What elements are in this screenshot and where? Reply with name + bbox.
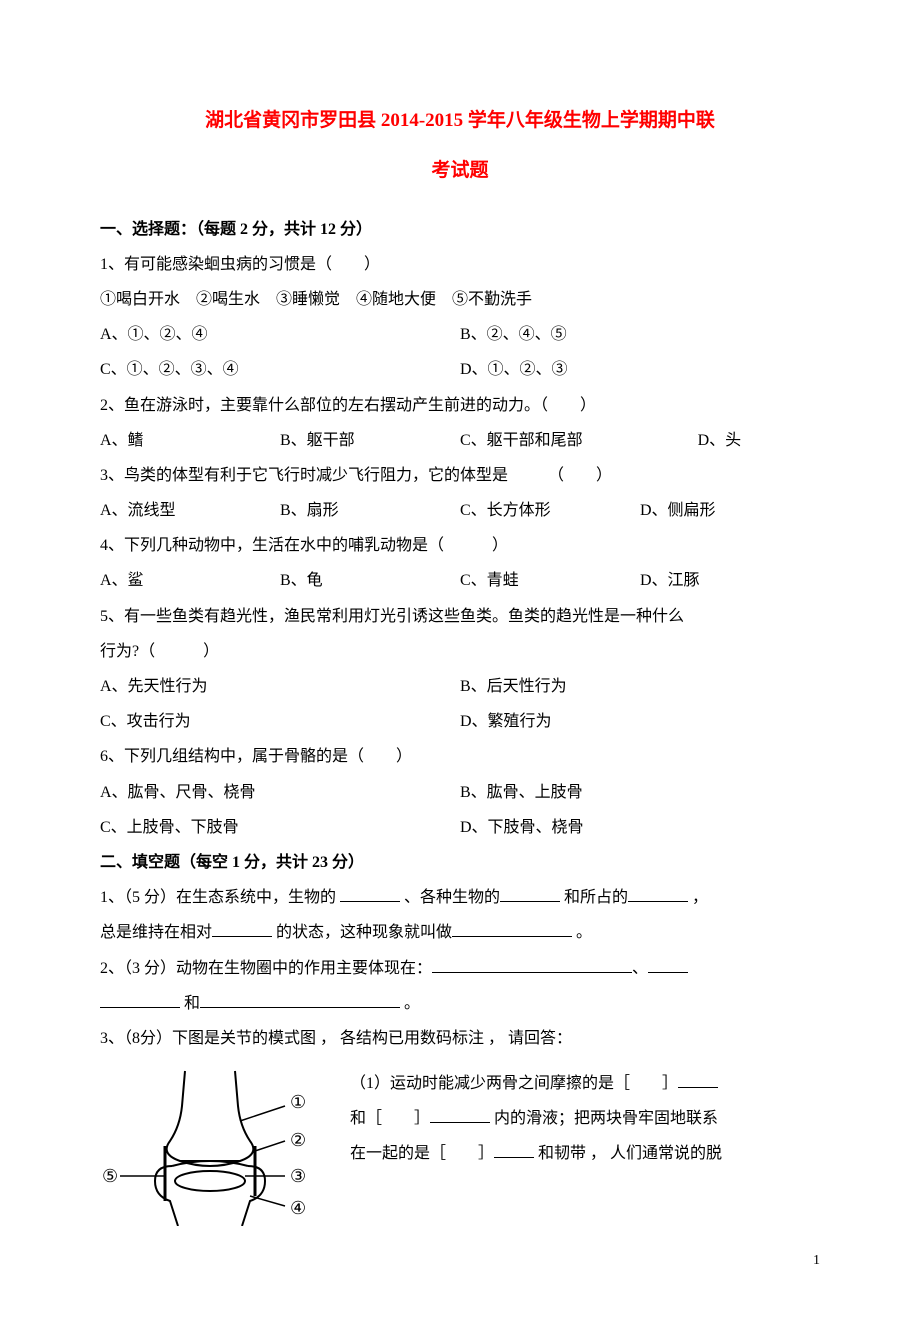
page-number: 1 [100,1246,820,1277]
q1-stem: 1、有可能感染蛔虫病的习惯是（ ） [100,247,820,282]
fq3-stem: 3、（8分）下图是关节的模式图 ， 各结构已用数码标注 ， 请回答： [100,1021,820,1056]
blank [500,883,560,902]
q5-option-c: C、攻击行为 [100,704,460,739]
section1-header: 一、选择题：（每题 2 分，共计 12 分） [100,212,820,247]
question-1: 1、有可能感染蛔虫病的习惯是（ ） ①喝白开水 ②喝生水 ③睡懒觉 ④随地大便 … [100,247,820,388]
fq2-text-c: 和 [180,995,200,1012]
q5-stem: 5、有一些鱼类有趋光性，渔民常利用灯光引诱这些鱼类。鱼类的趋光性是一种什么 [100,599,820,634]
fq3-answer-text: （1）运动时能减少两骨之间摩擦的是［ ］ 和［ ］ 内的滑液；把两块骨牢固地联系… [340,1066,820,1172]
blank [200,989,400,1008]
question-5: 5、有一些鱼类有趋光性，渔民常利用灯光引诱这些鱼类。鱼类的趋光性是一种什么 行为… [100,599,820,740]
blank [678,1069,718,1088]
label-5: ⑤ [102,1166,118,1186]
q6-option-c: C、上肢骨、下肢骨 [100,810,460,845]
question-6: 6、下列几组结构中，属于骨骼的是（ ） A、肱骨、尺骨、桡骨 B、肱骨、上肢骨 … [100,739,820,845]
fq3-p1d: 在一起的是［ ］ [350,1145,494,1162]
q1-option-c: C、①、②、③、④ [100,352,460,387]
q3-option-d: D、侧扁形 [640,493,820,528]
fq1-text-a: 1、（5 分）在生态系统中，生物的 [100,889,340,906]
q2-option-c: C、躯干部和尾部 [460,423,698,458]
fill-question-1: 1、（5 分）在生态系统中，生物的 、各种生物的 和所占的 ， 总是维持在相对 … [100,880,820,950]
fill-question-2: 2、（3 分）动物在生物圈中的作用主要体现在： 、 和 。 [100,951,820,1021]
blank [430,1104,490,1123]
title-sub: 考试题 [100,150,820,192]
fq1-text-f: 的状态，这种现象就叫做 [272,924,452,941]
q5-option-d: D、繁殖行为 [460,704,820,739]
q4-option-a: A、鲨 [100,563,280,598]
q3-stem: 3、鸟类的体型有利于它飞行时减少飞行阻力，它的体型是 （ ） [100,458,820,493]
q1-option-d: D、①、②、③ [460,352,820,387]
q5-option-a: A、先天性行为 [100,669,460,704]
fq2-text-d: 。 [400,995,420,1012]
blank [432,953,632,972]
blank [628,883,688,902]
q6-option-a: A、肱骨、尺骨、桡骨 [100,775,460,810]
q2-stem: 2、鱼在游泳时，主要靠什么部位的左右摆动产生前进的动力。（ ） [100,388,820,423]
blank [648,953,688,972]
blank [452,918,572,937]
q6-option-b: B、肱骨、上肢骨 [460,775,820,810]
q6-option-d: D、下肢骨、桡骨 [460,810,820,845]
blank [212,918,272,937]
section2-header: 二、填空题（每空 1 分，共计 23 分） [100,845,820,880]
fq2-text-b: 、 [632,960,648,977]
q1-option-b: B、②、④、⑤ [460,317,820,352]
fq3-p1a: （1）运动时能减少两骨之间摩擦的是［ ］ [350,1075,678,1092]
q4-stem: 4、下列几种动物中，生活在水中的哺乳动物是（ ） [100,528,820,563]
fq1-text-b: 、各种生物的 [400,889,500,906]
q5-stem2: 行为?（ ） [100,634,820,669]
q6-stem: 6、下列几组结构中，属于骨骼的是（ ） [100,739,820,774]
question-3: 3、鸟类的体型有利于它飞行时减少飞行阻力，它的体型是 （ ） A、流线型 B、扇… [100,458,820,528]
q3-option-b: B、扇形 [280,493,460,528]
label-1: ① [290,1092,306,1112]
blank [100,989,180,1008]
blank [340,883,400,902]
fq1-text-e: 总是维持在相对 [100,924,212,941]
title-main: 湖北省黄冈市罗田县 2014-2015 学年八年级生物上学期期中联 [100,100,820,142]
label-2: ② [290,1130,306,1150]
fq1-text-d: ， [688,889,708,906]
label-4: ④ [290,1198,306,1218]
fq2-text-a: 2、（3 分）动物在生物圈中的作用主要体现在： [100,960,432,977]
q4-option-d: D、江豚 [640,563,820,598]
q5-option-b: B、后天性行为 [460,669,820,704]
blank [494,1139,534,1158]
question-4: 4、下列几种动物中，生活在水中的哺乳动物是（ ） A、鲨 B、龟 C、青蛙 D、… [100,528,820,598]
fill-question-3: 3、（8分）下图是关节的模式图 ， 各结构已用数码标注 ， 请回答： [100,1021,820,1226]
fq3-p1c: 内的滑液；把两块骨牢固地联系 [490,1110,718,1127]
fq1-text-c: 和所占的 [560,889,628,906]
q2-option-a: A、鳍 [100,423,280,458]
q2-option-b: B、躯干部 [280,423,460,458]
fq3-p1e: 和韧带 ， 人们通常说的脱 [534,1145,722,1162]
q1-choices: ①喝白开水 ②喝生水 ③睡懒觉 ④随地大便 ⑤不勤洗手 [100,282,820,317]
fq1-text-g: 。 [572,924,592,941]
q3-option-c: C、长方体形 [460,493,640,528]
q4-option-c: C、青蛙 [460,563,640,598]
q4-option-b: B、龟 [280,563,460,598]
joint-diagram: ① ② ③ ④ ⑤ [100,1066,340,1226]
label-3: ③ [290,1166,306,1186]
fq3-p1b: 和［ ］ [350,1110,430,1127]
q3-option-a: A、流线型 [100,493,280,528]
q1-option-a: A、①、②、④ [100,317,460,352]
q2-option-d: D、头 [698,423,820,458]
question-2: 2、鱼在游泳时，主要靠什么部位的左右摆动产生前进的动力。（ ） A、鳍 B、躯干… [100,388,820,458]
